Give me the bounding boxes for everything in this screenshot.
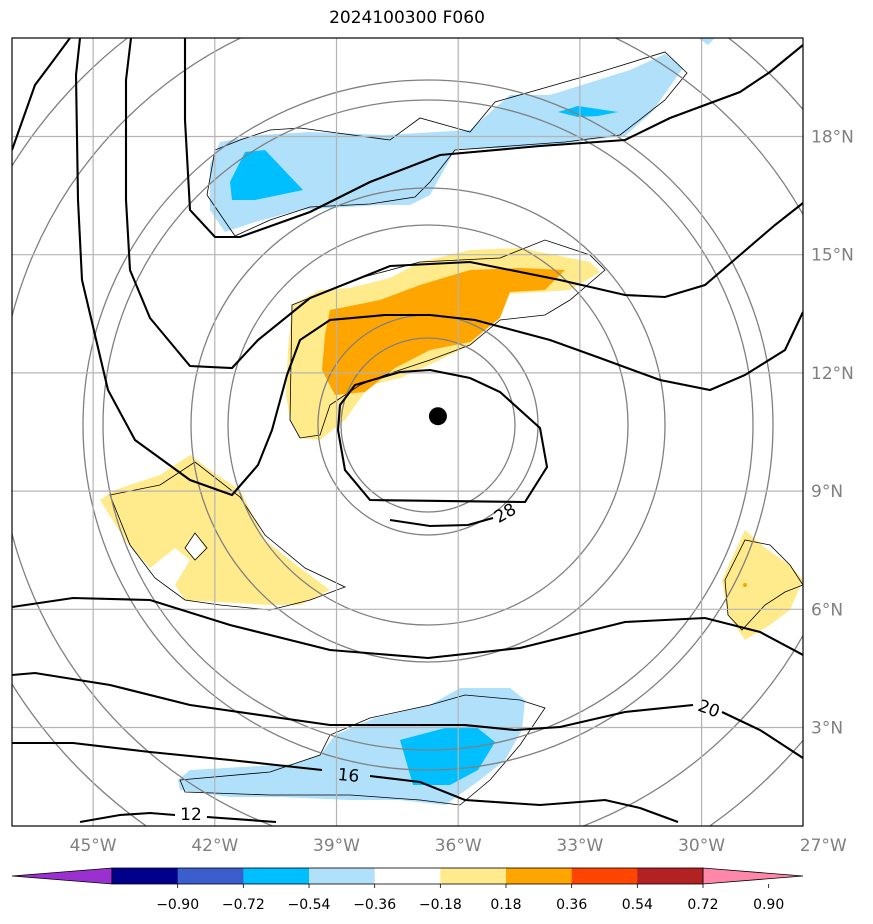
lon-tick-label: 33°W [556,836,603,856]
colorbar-segment [506,868,572,884]
moderate-positive-area [322,268,565,395]
gridlines [12,38,803,826]
colorbar-tick-label: −0.72 [222,897,265,913]
lat-tick-label: 3°N [811,719,843,739]
lat-tick-label: 15°N [811,246,854,266]
colorbar-tick-label: −0.36 [353,897,396,913]
contour-20-tail [721,711,803,759]
positive-shading [100,248,803,640]
contour-south-1 [12,596,803,660]
contour-north [183,38,803,239]
colorbar: −0.90 −0.72 −0.54 −0.36 −0.18 0.18 0.36 0.54 0.7… [11,867,804,913]
contour-20 [12,671,694,732]
colorbar-segment [571,868,638,884]
outline-east [724,539,803,631]
outline-central [289,239,606,439]
range-ring-6 [82,79,774,771]
contour-16 [12,741,679,823]
outline-south [179,694,546,806]
contour-28 [336,368,549,528]
moderate-positive-spot [743,583,747,587]
colorbar-extend-low [11,867,113,885]
lon-tick-label: 27°W [800,836,847,856]
strong-negative-area-north-east [558,106,618,117]
contour-label-16: 16 [337,765,360,787]
storm-center-marker [428,407,447,426]
positive-area-hole [185,533,205,560]
contour-label-12: 12 [180,805,202,825]
contour-main-ring [74,38,803,497]
contour-west-1 [12,38,71,151]
colorbar-segment [374,868,441,884]
contour-12 [79,811,277,824]
colorbar-segment [309,868,375,884]
lon-tick-label: 45°W [70,836,117,856]
outline-west-hole [184,532,208,561]
lat-tick-label: 12°N [811,364,854,384]
outline-north [206,51,688,237]
colorbar-segment [243,868,310,884]
colorbar-segment [440,868,507,884]
negative-area-north-corner [698,38,715,45]
colorbar-tick-label: 0.90 [753,897,784,913]
range-ring-3 [227,224,629,626]
outline-west [109,461,347,611]
colorbar-tick-label: −0.90 [156,897,199,913]
longitude-tick-labels: 45°W 42°W 39°W 36°W 33°W 30°W 27°W [70,836,847,856]
contour-label-28: 28 [491,500,520,528]
lon-tick-label: 30°W [678,836,725,856]
positive-area-east [722,530,803,640]
thick-contours [12,38,803,824]
map-title: 2024100300 F060 [329,8,485,28]
colorbar-tick-label: 0.72 [687,897,718,913]
thin-field-outlines [109,51,803,806]
lat-tick-label: 18°N [811,128,854,148]
contour-label-20: 20 [695,696,722,722]
negative-shading [178,38,715,805]
range-ring-4 [190,187,666,663]
colorbar-segment [177,868,244,884]
colorbar-tick-label: 0.18 [490,897,521,913]
lat-tick-label: 9°N [811,482,843,502]
map-frame [11,37,804,827]
range-ring-1 [340,337,516,513]
contour-inner-ring [124,38,803,370]
lon-tick-label: 39°W [313,836,360,856]
lon-tick-label: 36°W [435,836,482,856]
colorbar-tick-label: −0.18 [419,897,462,913]
colorbar-tick-label: −0.54 [288,897,331,913]
negative-area-north [210,54,683,232]
colorbar-tick-label: 0.36 [556,897,587,913]
colorbar-segment [112,868,178,884]
strong-negative-area-north-west [230,150,303,200]
colorbar-outline [111,867,704,885]
colorbar-extend-high [702,867,804,885]
range-ring-5 [102,99,754,751]
latitude-tick-labels: 3°N 6°N 9°N 12°N 15°N 18°N [811,128,854,739]
colorbar-segment [637,868,704,884]
lat-tick-label: 6°N [811,600,843,620]
colorbar-tick-label: 0.54 [622,897,653,913]
lon-tick-label: 42°W [191,836,238,856]
